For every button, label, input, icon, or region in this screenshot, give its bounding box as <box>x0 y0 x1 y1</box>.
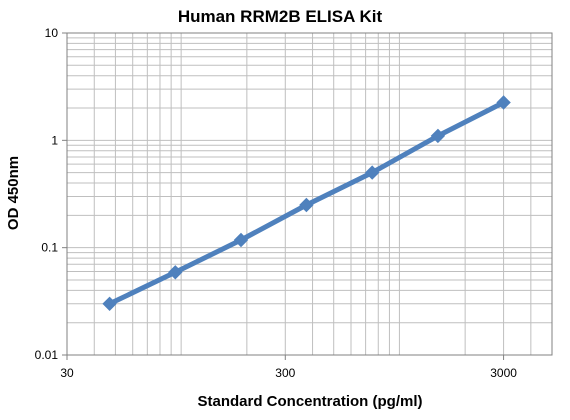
x-tick-label: 300 <box>275 366 295 380</box>
data-point <box>430 128 446 144</box>
y-tick-label: 10 <box>45 26 59 40</box>
data-point <box>364 165 380 180</box>
y-tick-label: 0.01 <box>35 348 59 362</box>
y-axis-title: OD 450nm <box>5 156 22 230</box>
data-point <box>233 232 249 248</box>
y-axis-ticks: 10 1 0.1 0.01 <box>35 26 67 362</box>
data-point <box>299 197 314 213</box>
data-point <box>496 95 511 110</box>
x-axis-title: Standard Concentration (pg/ml) <box>198 393 423 410</box>
x-tick-label: 30 <box>60 366 74 380</box>
y-tick-label: 1 <box>51 133 58 147</box>
x-tick-label: 3000 <box>490 366 517 380</box>
data-point <box>168 265 183 280</box>
grid <box>67 33 552 355</box>
x-axis-ticks: 30 300 3000 <box>60 355 517 380</box>
y-tick-label: 0.1 <box>41 241 58 255</box>
data-point <box>102 296 117 312</box>
plot-area-frame <box>66 32 553 356</box>
chart-title: Human RRM2B ELISA Kit <box>178 7 383 26</box>
series-layer <box>102 95 511 312</box>
